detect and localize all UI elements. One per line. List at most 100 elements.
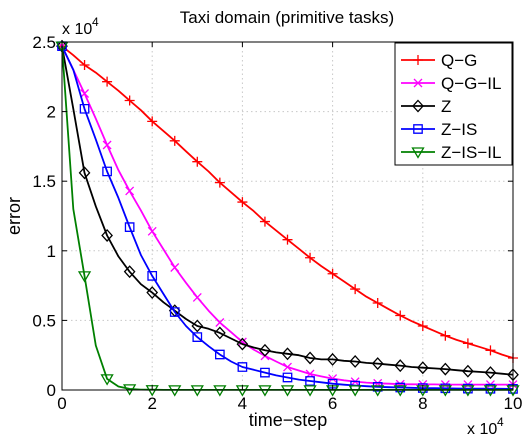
series-point: [304, 351, 316, 365]
series-point: [461, 385, 475, 397]
series-point: [147, 226, 157, 236]
y-tick-label: 1: [47, 242, 56, 261]
plot-frame: [61, 41, 514, 391]
x-tick-label: 0: [57, 394, 66, 413]
legend-entry: Q−G: [401, 51, 477, 70]
series-point: [79, 103, 90, 114]
series-point: [371, 357, 384, 371]
series-point: [281, 347, 294, 361]
series-point: [237, 197, 248, 208]
series-point: [395, 310, 406, 321]
series-point: [102, 166, 112, 177]
series-point: [394, 359, 407, 373]
legend-marker: [413, 55, 423, 65]
series-point: [213, 326, 226, 340]
series-point: [258, 385, 272, 397]
x-axis-title: time−step: [249, 410, 328, 430]
series-point: [214, 177, 225, 188]
series-point: [215, 349, 225, 360]
series-point: [101, 229, 113, 242]
series-point: [282, 234, 293, 245]
x-multiplier-base: x 10: [467, 421, 497, 438]
series-point: [236, 337, 249, 351]
series-point: [213, 385, 227, 397]
series-point: [282, 372, 293, 383]
x-multiplier-exponent: 4: [497, 415, 504, 429]
y-multiplier-exponent: 4: [92, 15, 99, 29]
legend-marker: [413, 124, 423, 134]
series-point: [440, 330, 451, 341]
legend-label: Z−IS−IL: [441, 143, 501, 162]
x-tick-label: 10: [504, 394, 523, 413]
series-point: [485, 345, 496, 356]
series-point: [125, 186, 135, 196]
series-point: [192, 156, 203, 167]
series-point: [124, 95, 135, 106]
series-point: [192, 332, 203, 342]
y-tick-label: 2: [47, 103, 56, 122]
series-point: [483, 385, 498, 397]
series-point: [102, 76, 113, 87]
series-point: [439, 362, 452, 376]
series-point: [349, 354, 362, 368]
legend-label: Z−IS: [441, 120, 477, 139]
legend: Q−G Q−G−IL Z Z−IS Z−IS−IL: [394, 42, 513, 166]
series-point: [80, 89, 90, 98]
y-axis-title: error: [4, 197, 24, 235]
x-axis-multiplier: x 10 4: [467, 415, 504, 438]
legend-entry: Z−IS−IL: [401, 143, 501, 162]
series-point: [192, 292, 202, 302]
series-point: [259, 216, 270, 227]
series-point: [191, 319, 204, 333]
series-point: [393, 385, 407, 397]
series-point: [259, 343, 271, 357]
series-point: [124, 222, 135, 232]
axis-ticks: 0 2 4 6 8 10 0 0.5 1 1.5 2 2.5: [32, 33, 522, 413]
series-point: [123, 265, 136, 279]
series-point: [416, 361, 429, 375]
series-point: [79, 59, 90, 70]
legend-entry: Q−G−IL: [401, 74, 501, 93]
series-point: [462, 364, 474, 378]
series-point: [326, 352, 339, 366]
series-point: [215, 318, 225, 327]
series-point: [303, 385, 317, 397]
series-point: [484, 366, 497, 380]
chart-title: Taxi domain (primitive tasks): [180, 8, 394, 27]
series-point: [78, 166, 91, 180]
series-point: [147, 271, 158, 281]
x-tick-label: 6: [328, 394, 337, 413]
series-point: [170, 263, 180, 272]
series-point: [146, 286, 159, 300]
series-point: [462, 338, 473, 349]
series-point: [283, 362, 292, 372]
series-point: [280, 385, 295, 397]
series-point: [328, 374, 338, 384]
series-line: [61, 45, 514, 390]
series-point: [350, 284, 361, 295]
y-tick-label: 0: [47, 381, 56, 400]
series-point: [190, 385, 204, 397]
series-point: [102, 140, 112, 150]
legend-label: Q−G: [441, 51, 477, 70]
legend-entry: Z−IS: [401, 120, 477, 139]
legend-marker: [411, 147, 425, 159]
y-axis-multiplier: x 10 4: [62, 15, 99, 38]
series-point: [305, 376, 315, 386]
series-point: [348, 385, 362, 397]
series-point: [168, 385, 182, 397]
series-4: [57, 41, 518, 394]
series-point: [100, 374, 114, 386]
series-point: [77, 271, 92, 283]
series-point: [371, 385, 385, 397]
series-1: [57, 41, 518, 363]
series-point: [237, 362, 248, 372]
x-tick-label: 2: [147, 394, 156, 413]
legend-entry: Z: [401, 97, 451, 116]
x-tick-label: 4: [238, 394, 247, 413]
series-line: [61, 46, 514, 376]
series-point: [417, 320, 428, 331]
x-tick-label: 8: [418, 394, 427, 413]
y-tick-label: 0.5: [32, 311, 56, 330]
